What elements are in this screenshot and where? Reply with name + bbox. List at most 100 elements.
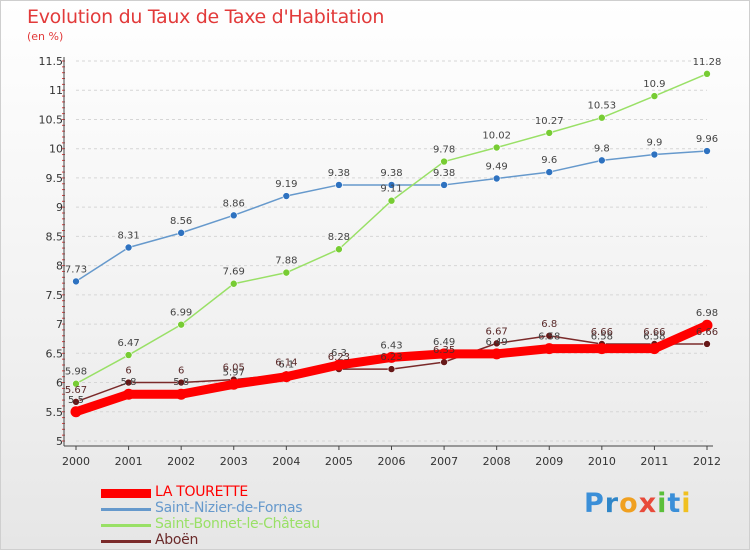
data-point bbox=[282, 192, 291, 200]
data-point bbox=[177, 320, 185, 329]
data-label: 5.97 bbox=[223, 367, 245, 378]
data-label: 9.38 bbox=[433, 168, 455, 179]
data-label: 9.78 bbox=[433, 145, 455, 156]
data-point bbox=[177, 378, 185, 387]
proxiti-logo: Proxiti bbox=[584, 488, 692, 519]
legend-swatch bbox=[101, 523, 151, 527]
logo-letter: i bbox=[681, 488, 692, 519]
grid-lines bbox=[76, 60, 707, 442]
y-tick-label: 9.5 bbox=[46, 172, 64, 185]
data-label: 9.96 bbox=[696, 134, 718, 145]
y-tick-label: 6.5 bbox=[46, 347, 64, 360]
data-label: 6.58 bbox=[591, 332, 613, 343]
data-point bbox=[387, 181, 396, 189]
x-tick-label: 2007 bbox=[430, 455, 458, 468]
data-point bbox=[387, 196, 396, 205]
data-point bbox=[650, 150, 659, 159]
y-tick-label: 10 bbox=[49, 143, 63, 156]
data-point bbox=[491, 348, 503, 360]
data-point bbox=[703, 340, 711, 348]
data-label: 5.5 bbox=[68, 395, 84, 406]
data-point bbox=[440, 358, 448, 366]
legend-label: Saint-Bonnet-le-Château bbox=[155, 516, 320, 532]
data-label: 5.8 bbox=[173, 377, 189, 388]
data-label: 6.47 bbox=[117, 338, 139, 349]
data-point bbox=[703, 147, 711, 155]
data-label: 6.99 bbox=[170, 308, 192, 319]
legend-swatch bbox=[101, 507, 151, 511]
logo-letter: x bbox=[638, 488, 658, 519]
data-point bbox=[175, 388, 187, 400]
x-tick-label: 2002 bbox=[167, 455, 195, 468]
data-label: 9.38 bbox=[328, 168, 350, 179]
y-tick-label: 11.5 bbox=[39, 55, 64, 68]
data-point bbox=[124, 243, 133, 252]
legend-swatch bbox=[101, 488, 151, 498]
data-label: 6.23 bbox=[328, 352, 350, 363]
data-label: 8.56 bbox=[170, 216, 192, 227]
x-tick-label: 2010 bbox=[588, 455, 616, 468]
data-point bbox=[492, 339, 501, 348]
data-point bbox=[492, 143, 501, 152]
data-point bbox=[333, 359, 345, 371]
data-label: 8.28 bbox=[328, 232, 350, 243]
data-point bbox=[72, 398, 80, 406]
x-tick-label: 2012 bbox=[693, 455, 721, 468]
data-label: 10.27 bbox=[535, 116, 564, 127]
data-label: 7.73 bbox=[65, 264, 87, 275]
data-label: 9.6 bbox=[541, 155, 557, 166]
data-point bbox=[703, 70, 711, 78]
data-label: 6.8 bbox=[541, 319, 557, 330]
logo-letter: t bbox=[667, 488, 682, 519]
data-labels: 5.55.8 5.85.976.16.36.43 6.49 6.49 6.58 6.58 6… bbox=[65, 57, 721, 406]
data-label: 6 bbox=[125, 366, 131, 377]
data-label: 6.14 bbox=[275, 357, 297, 368]
data-label: 5.8 bbox=[121, 377, 137, 388]
data-point bbox=[438, 348, 450, 360]
data-label: 6.1 bbox=[278, 360, 294, 371]
data-point bbox=[229, 279, 238, 288]
y-tick-label: 8 bbox=[56, 260, 63, 273]
data-label: 9.8 bbox=[594, 143, 610, 154]
y-tick-label: 5.5 bbox=[46, 406, 64, 419]
data-point bbox=[598, 156, 606, 165]
data-label: 6.3 bbox=[331, 348, 347, 359]
data-label: 9.49 bbox=[486, 162, 508, 173]
y-tick-label: 9 bbox=[56, 201, 63, 214]
data-label: 5.98 bbox=[65, 367, 87, 378]
data-label: 7.69 bbox=[223, 267, 245, 278]
legend-label: LA TOURETTE bbox=[155, 484, 248, 500]
data-label: 10.02 bbox=[482, 131, 511, 142]
data-point bbox=[545, 168, 554, 176]
data-point bbox=[598, 113, 606, 122]
logo-letter: o bbox=[619, 488, 639, 519]
data-point bbox=[492, 174, 501, 183]
data-label: 9.19 bbox=[275, 179, 297, 190]
data-label: 6.35 bbox=[433, 345, 455, 356]
data-label: 9.38 bbox=[380, 168, 402, 179]
data-label: 9.9 bbox=[646, 138, 662, 149]
data-label: 7.88 bbox=[275, 256, 297, 267]
y-tick-label: 6 bbox=[56, 377, 63, 390]
data-point bbox=[282, 268, 291, 277]
chart-title: Evolution du Taux de Taxe d'Habitation bbox=[27, 6, 385, 28]
data-point bbox=[177, 229, 185, 237]
data-label: 6.49 bbox=[486, 337, 508, 348]
x-tick-label: 2011 bbox=[640, 455, 668, 468]
data-label: 5.67 bbox=[65, 385, 87, 396]
data-point bbox=[387, 365, 396, 373]
data-point bbox=[648, 343, 660, 355]
logo-letter: i bbox=[657, 488, 668, 519]
data-point bbox=[72, 277, 80, 286]
x-tick-label: 2004 bbox=[272, 455, 300, 468]
data-label: 6.66 bbox=[696, 327, 718, 338]
data-point bbox=[386, 351, 397, 363]
x-tick-label: 2000 bbox=[62, 455, 90, 468]
legend-label: Aboën bbox=[155, 532, 199, 548]
data-point bbox=[280, 371, 292, 383]
x-tick-label: 2006 bbox=[378, 455, 406, 468]
x-tick-label: 2005 bbox=[325, 455, 353, 468]
data-point bbox=[70, 406, 82, 418]
